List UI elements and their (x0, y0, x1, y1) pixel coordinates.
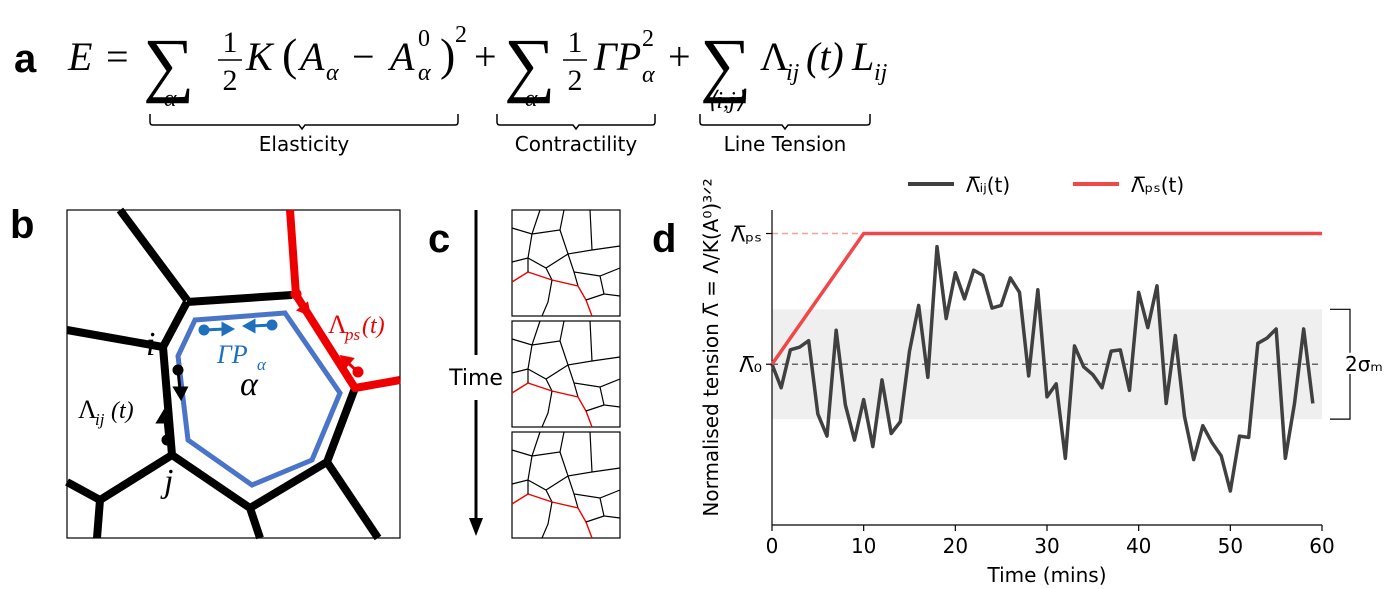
brace-label: Elasticity (259, 132, 350, 156)
eq-equals: = (106, 34, 129, 79)
snapshot (511, 320, 621, 428)
x-tick-label: 60 (1309, 534, 1334, 558)
eq-sup: 2 (642, 26, 654, 52)
eq-sub: ij (874, 60, 888, 86)
eq-sum: ∑ (504, 24, 555, 104)
band-label: 2σₘ (1345, 352, 1383, 376)
snapshot (511, 431, 621, 539)
panel-label: c (428, 217, 450, 261)
eq-sum: ∑ (700, 24, 751, 104)
y-axis-label: Normalised tension Λ̅ = Λ/K(A⁰)³ᐟ² (699, 178, 723, 516)
contract-label: ΓP (216, 340, 248, 369)
panel-a: a E = ∑ α 1 2 K ( A α − A 0 α ) 2 + ∑ α … (14, 22, 888, 156)
panel-label: a (14, 37, 37, 81)
eq-paren: ) (440, 29, 455, 80)
ij-label: Λ (78, 395, 97, 424)
series-line (770, 244, 1315, 493)
arrows-ij (155, 364, 189, 446)
eq-e: E (67, 34, 92, 79)
eq-sup: 0 (418, 26, 430, 52)
vertex-j: j (160, 463, 173, 500)
eq-a: A (297, 34, 325, 79)
eq-k: K (245, 34, 275, 79)
eq-gp: ΓP (593, 34, 641, 79)
ij-sub: ij (95, 410, 105, 429)
eq-num: 1 (223, 26, 238, 59)
brace (699, 114, 871, 131)
eq-sub: ij (786, 60, 800, 86)
x-axis-label: Time (mins) (986, 563, 1106, 587)
ps-t: (t) (362, 313, 385, 339)
band-bracket (1330, 308, 1351, 420)
brace (149, 114, 459, 131)
y-tick-label: Λ̅ₚₛ (731, 223, 762, 247)
cell-label: α (240, 366, 259, 403)
x-tick-label: 30 (1034, 534, 1059, 558)
eq-plus: + (668, 34, 691, 79)
eq-index: α (164, 86, 177, 112)
x-tick-label: 20 (943, 534, 968, 558)
contract-sub: α (257, 355, 267, 374)
eq-index: ⟨i,j⟩ (707, 88, 746, 114)
eq-paren: ( (282, 29, 297, 80)
arrows-ps (290, 288, 364, 378)
panel-d: d 2σₘ Λ̅₀ Λ̅ₚₛ 0 10 20 30 40 50 60 Time (mins) Norm… (652, 173, 1386, 587)
frame (66, 209, 401, 539)
eq-sub: α (642, 62, 655, 88)
eq-a: A (387, 34, 415, 79)
brace-label: Contractility (515, 132, 638, 156)
eq-den: 2 (568, 64, 583, 97)
eq-sup: 2 (455, 22, 467, 48)
cell-edges (65, 207, 382, 541)
eq-t: (t) (806, 34, 844, 79)
eq-minus: − (352, 34, 375, 79)
y-tick-label: Λ̅₀ (739, 353, 762, 377)
snapshot (511, 209, 621, 317)
eq-den: 2 (223, 64, 238, 97)
eq-num: 1 (568, 26, 583, 59)
panel-label: d (652, 217, 676, 261)
x-tick-label: 50 (1218, 534, 1243, 558)
panel-c: c Time (428, 209, 621, 539)
eq-sub: α (326, 60, 339, 86)
ps-sub: ps (344, 325, 361, 344)
eq-sum: ∑ (143, 24, 194, 104)
arrows-contract (198, 318, 278, 337)
cell-alpha (175, 310, 343, 488)
ij-t: (t) (111, 398, 134, 424)
legend-label: Λ̅ᵢⱼ(t) (966, 173, 1010, 197)
series-line (770, 231, 1322, 366)
edge-ps (286, 209, 401, 392)
eq-plus: + (474, 34, 497, 79)
vertex-i: i (146, 326, 155, 363)
eq-l: L (851, 34, 874, 79)
eq-sub: α (418, 60, 431, 86)
x-tick-label: 40 (1126, 534, 1151, 558)
panel-b: b i j α ΓP α Λ ps (t) Λ ij (t) (10, 203, 401, 541)
legend-label: Λ̅ₚₛ(t) (1131, 173, 1184, 197)
eq-lambda: Λ (760, 34, 789, 79)
eq-index: α (525, 86, 538, 112)
x-tick-label: 0 (766, 534, 779, 558)
x-tick-label: 10 (851, 534, 876, 558)
ps-label: Λ (328, 310, 347, 339)
panel-label: b (10, 203, 34, 247)
time-label: Time (448, 366, 503, 391)
time-arrowhead (469, 518, 483, 536)
brace (496, 114, 656, 131)
brace-label: Line Tension (724, 132, 847, 156)
